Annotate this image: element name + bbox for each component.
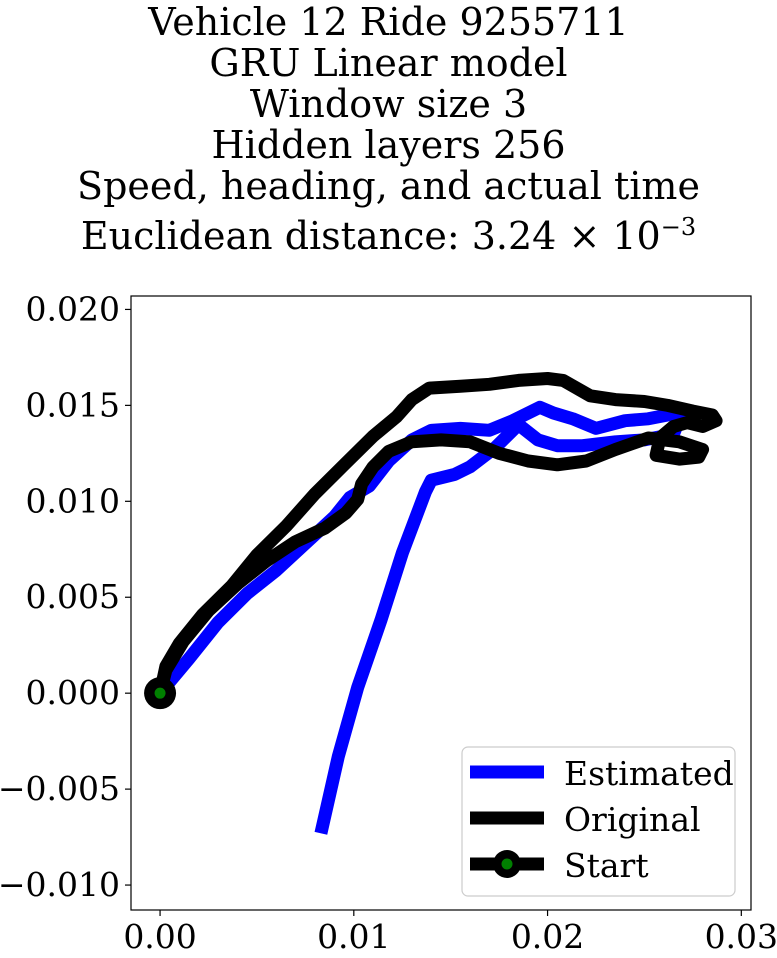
y-tick-label: −0.010 [0,865,120,904]
distance-exponent: −3 [660,213,697,241]
y-tick-label: 0.020 [26,289,120,328]
x-tick-label: 0.02 [511,917,584,956]
title-line-1: Vehicle 12 Ride 9255711 [148,0,629,44]
distance-label: Euclidean distance: [80,214,472,258]
legend: Estimated Original Start [461,746,736,897]
distance-times: × [568,214,601,258]
title-line-3: Window size 3 [249,82,528,126]
legend-label-estimated: Estimated [564,754,734,793]
y-tick-label: −0.005 [0,769,120,808]
y-tick-label: 0.005 [26,577,120,616]
title-line-4: Hidden layers 256 [211,123,566,167]
legend-start-marker-inner [501,858,513,870]
x-tick-label: 0.01 [317,917,390,956]
legend-label-start: Start [564,846,649,885]
legend-label-original: Original [564,800,701,839]
y-axis: −0.010 −0.005 0.000 0.005 0.010 0.015 0.020 [0,289,131,904]
x-tick-label: 0.00 [123,917,196,956]
x-tick-label: 0.03 [705,917,777,956]
title-line-5: Speed, heading, and actual time [77,164,700,208]
distance-base: 10 [612,214,661,258]
y-tick-label: 0.010 [26,481,120,520]
title-line-distance: Euclidean distance: 3.24 × 10−3 [0,207,777,257]
series-layer [144,372,723,835]
y-tick-label: 0.015 [26,385,120,424]
series-line-original [153,372,723,695]
y-tick-label: 0.000 [26,673,120,712]
start-marker-inner [154,687,166,699]
series-line-estimated [155,400,690,835]
distance-mantissa: 3.24 [471,214,557,258]
x-axis: 0.00 0.01 0.02 0.03 [123,910,777,956]
chart-title-block: Vehicle 12 Ride 9255711 GRU Linear model… [0,0,777,257]
title-line-2: GRU Linear model [209,41,568,85]
plot-frame [130,295,752,911]
